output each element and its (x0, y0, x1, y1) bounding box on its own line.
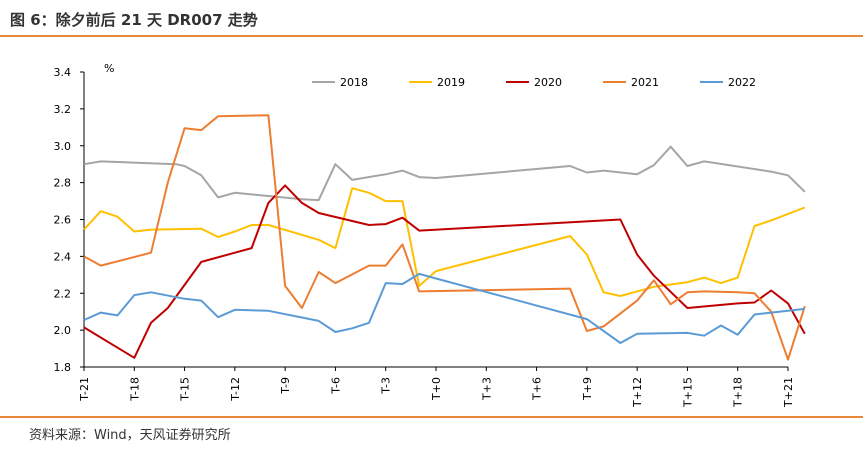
series-line-2022 (83, 272, 805, 344)
y-tick-label: 2.6 (54, 214, 72, 227)
y-axis: 1.8 2.0 2.2 2.4 2.6 2.8 3.0 3.2 3.4 (54, 66, 85, 374)
x-tick-label: T+0 (430, 377, 443, 401)
y-tick-label: 3.2 (54, 103, 72, 116)
y-tick-label: 1.8 (54, 361, 72, 374)
x-tick-label: T-12 (229, 377, 242, 402)
legend-label-2019: 2019 (437, 76, 465, 89)
footer-divider (0, 416, 863, 418)
header-divider (0, 35, 863, 37)
x-tick-label: T-9 (279, 377, 292, 395)
legend-label-2021: 2021 (631, 76, 659, 89)
legend-label-2018: 2018 (340, 76, 368, 89)
x-tick-label: T+12 (631, 377, 644, 408)
y-tick-label: 2.2 (54, 287, 72, 300)
series-line-2020 (83, 184, 806, 359)
x-tick-label: T+15 (681, 377, 694, 408)
x-tick-label: T+21 (782, 377, 795, 408)
x-axis: T-21 T-18 T-15 T-12 T-9 T-6 T-3 T+0 T+3 T+6 T+9 T+1… (78, 366, 795, 408)
x-tick-label: T+9 (581, 377, 594, 401)
y-tick-label: 2.4 (54, 250, 72, 263)
legend-label-2020: 2020 (534, 76, 562, 89)
series-line-2019 (83, 187, 806, 297)
source-note: 资料来源：Wind，天风证券研究所 (29, 428, 231, 443)
series-lines (83, 114, 806, 361)
y-tick-label: 3.0 (54, 140, 72, 153)
legend-label-2022: 2022 (728, 76, 756, 89)
x-tick-label: T-15 (179, 377, 192, 402)
x-tick-label: T-3 (380, 377, 393, 395)
line-chart: 1.8 2.0 2.2 2.4 2.6 2.8 3.0 3.2 3.4 T-21 T-18 T-15… (54, 62, 806, 408)
x-tick-label: T+3 (480, 377, 493, 401)
x-tick-label: T-21 (78, 377, 91, 402)
chart-legend: 2018 2019 2020 2021 2022 (312, 76, 756, 89)
x-tick-label: T-6 (329, 377, 342, 395)
x-tick-label: T-18 (128, 377, 141, 402)
y-tick-label: 2.8 (54, 177, 72, 190)
y-tick-label: 3.4 (54, 66, 72, 79)
x-tick-label: T+6 (531, 377, 544, 401)
page-title: 图 6：除夕前后 21 天 DR007 走势 (10, 11, 258, 29)
series-line-2021 (83, 114, 806, 361)
y-axis-unit-label: % (104, 62, 114, 75)
series-line-2018 (83, 145, 806, 202)
y-tick-label: 2.0 (54, 324, 72, 337)
x-tick-label: T+18 (732, 377, 745, 408)
